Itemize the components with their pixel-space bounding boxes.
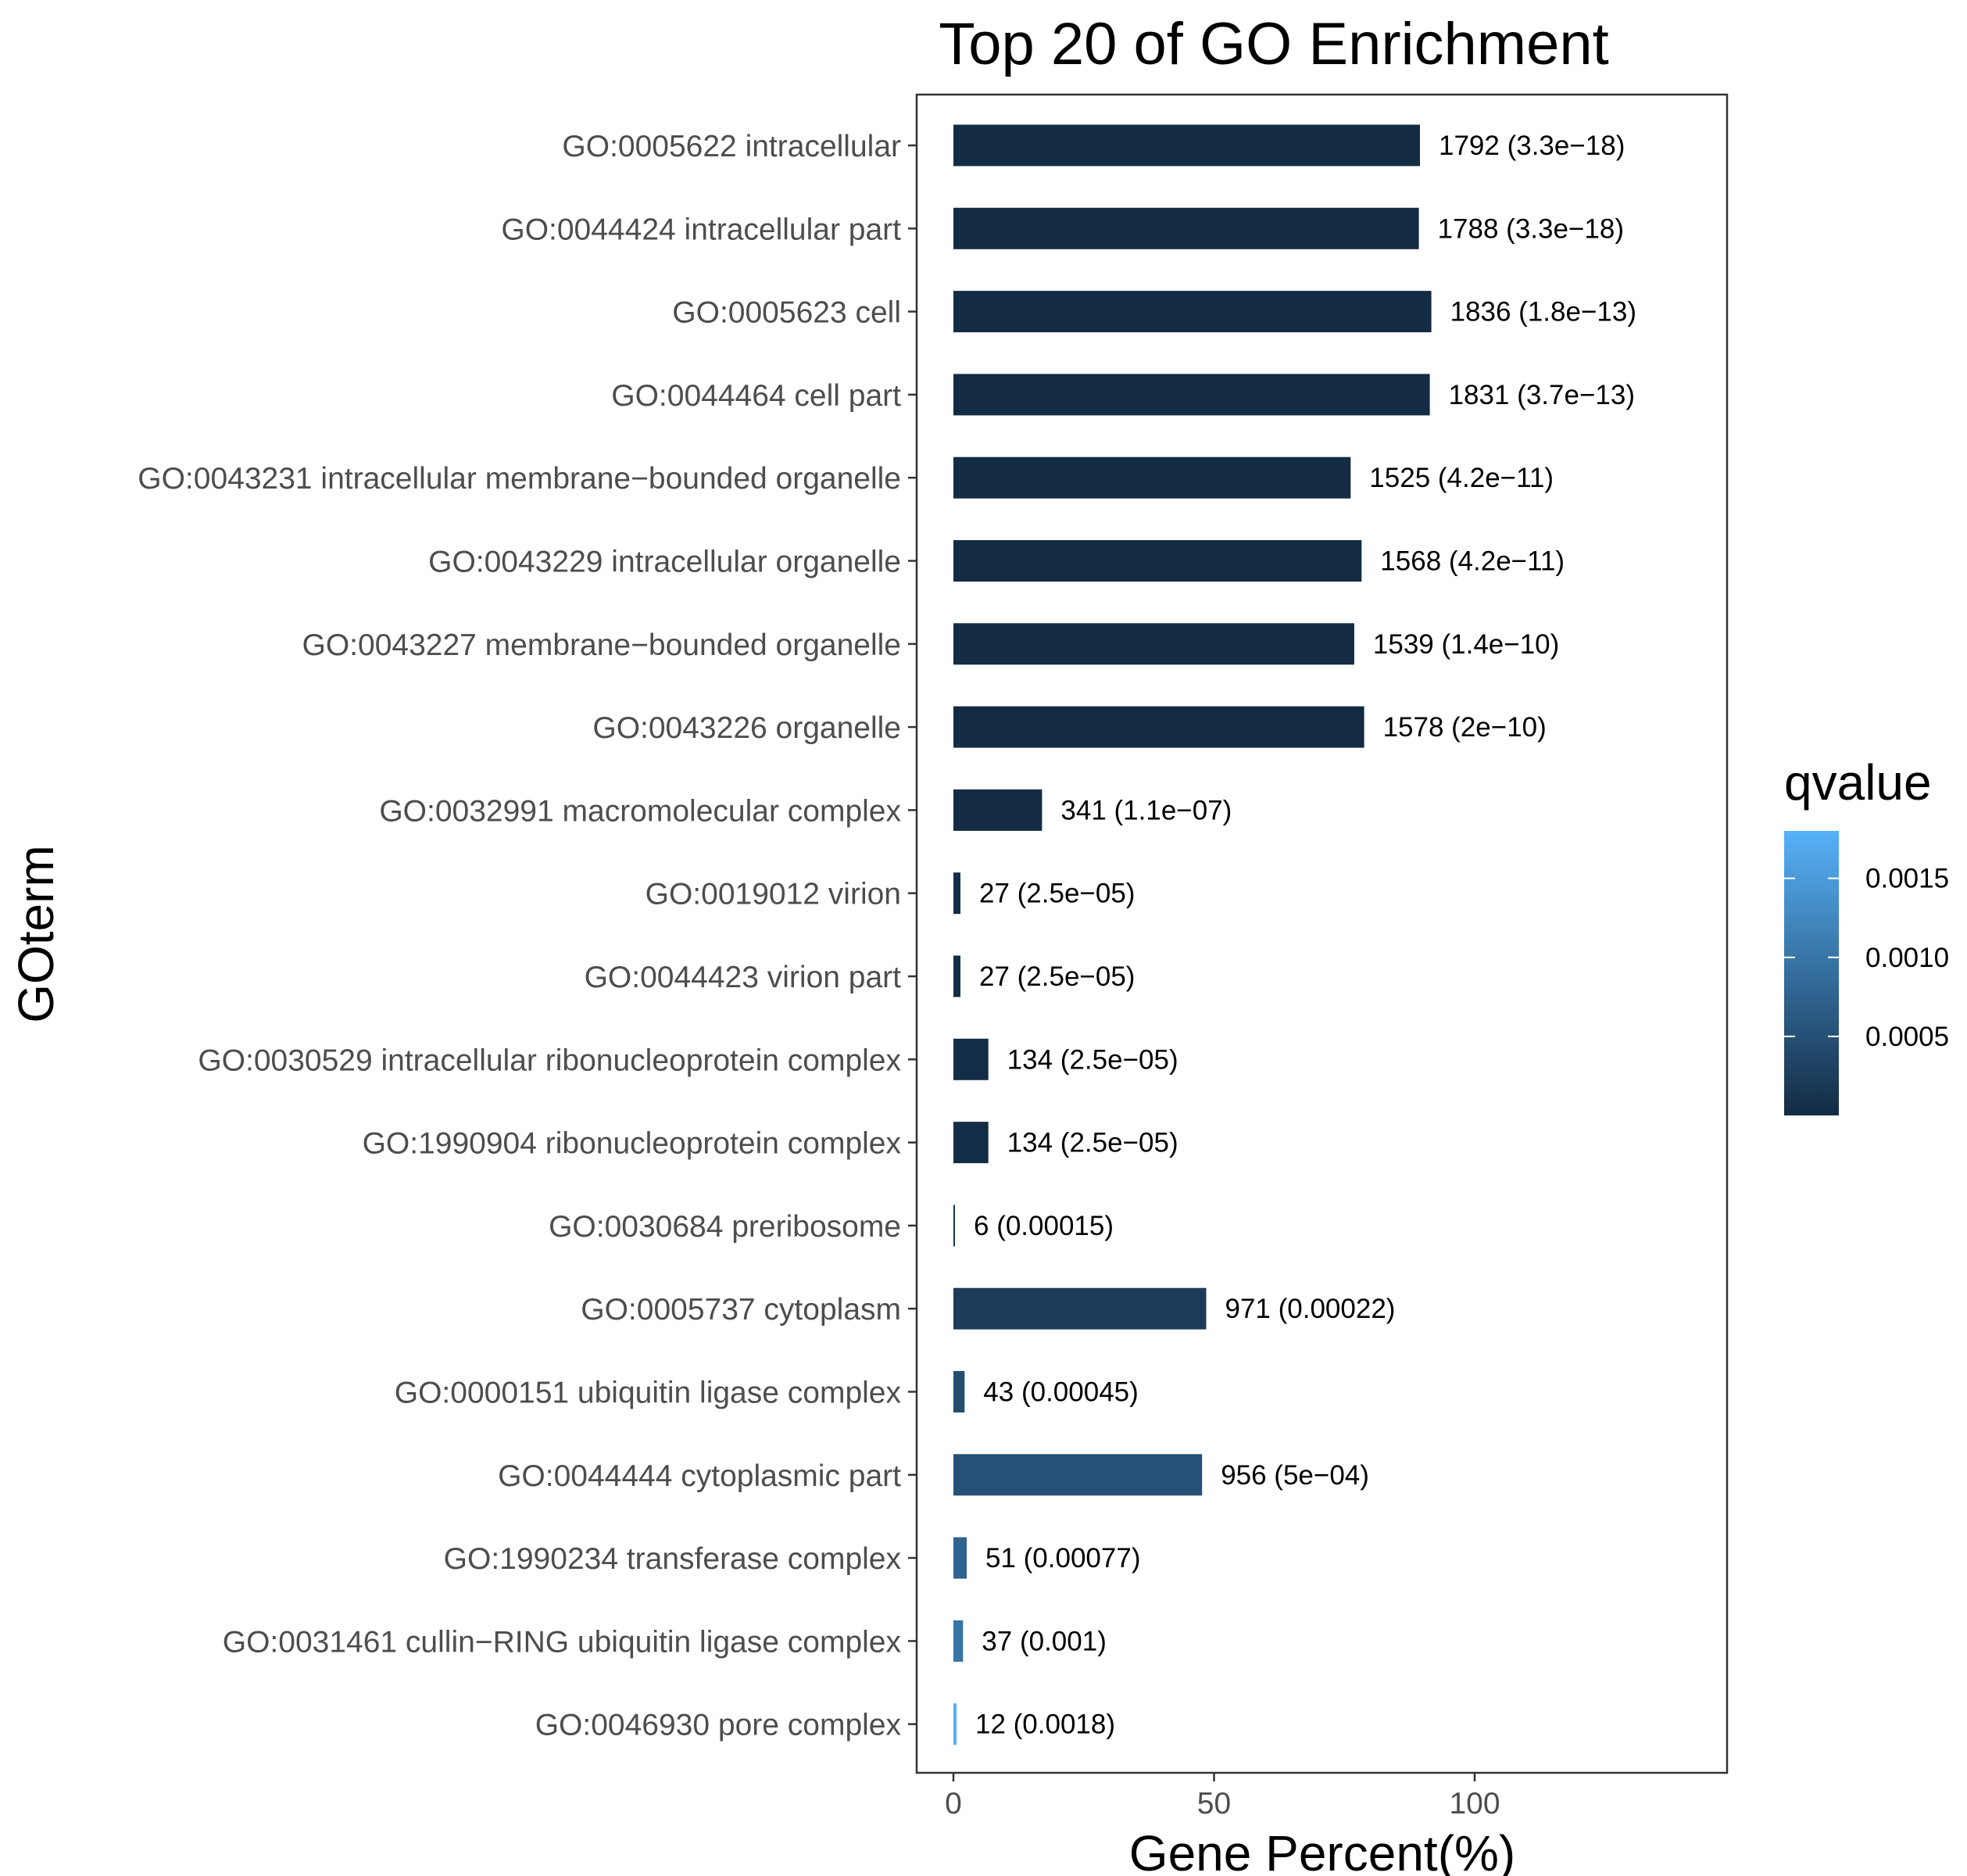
bar (953, 955, 960, 997)
bar-data-label: 27 (2.5e−05) (979, 879, 1135, 909)
y-tick-label: GO:0005622 intracellular (562, 130, 901, 163)
bar (953, 374, 1430, 416)
bar (953, 789, 1043, 831)
bar-data-label: 27 (2.5e−05) (979, 961, 1135, 992)
legend-tick-label: 0.0005 (1865, 1022, 1949, 1052)
bar (953, 124, 1420, 166)
y-tick-label: GO:0043226 organelle (592, 711, 901, 745)
bar-data-label: 971 (0.00022) (1225, 1294, 1396, 1324)
legend: qvalue 0.0005 0.0010 0.0015 (1784, 754, 1949, 1115)
legend-title: qvalue (1784, 754, 1932, 811)
bar (953, 872, 960, 915)
y-tick-label: GO:1990234 transferase complex (444, 1542, 902, 1576)
plot-panel (915, 93, 1729, 1774)
bar-data-label: 1539 (1.4e−10) (1373, 629, 1559, 660)
y-tick-label: GO:0043231 intracellular membrane−bounde… (138, 462, 901, 496)
y-tick-label: GO:0030529 intracellular ribonucleoprote… (198, 1044, 901, 1077)
bar-data-label: 134 (2.5e−05) (1007, 1044, 1178, 1075)
y-tick-label: GO:0043227 membrane−bounded organelle (302, 628, 901, 662)
y-axis-title: GOterm (8, 845, 64, 1023)
bar-data-label: 1525 (4.2e−11) (1369, 463, 1554, 493)
bar (953, 623, 1354, 665)
x-tick-label: 0 (945, 1787, 962, 1821)
legend-colorbar (1784, 831, 1839, 1115)
y-tick-label: GO:0019012 virion (646, 878, 901, 911)
x-tick-label: 50 (1197, 1787, 1231, 1821)
bar-data-label: 12 (0.0018) (975, 1710, 1115, 1740)
bar (953, 1205, 955, 1247)
x-axis-title: Gene Percent(%) (1129, 1825, 1515, 1876)
bar (953, 1703, 957, 1745)
bar-data-label: 341 (1.1e−07) (1060, 795, 1232, 825)
y-tick-label: GO:0044444 cytoplasmic part (498, 1459, 901, 1493)
bar-data-label: 51 (0.00077) (985, 1543, 1140, 1573)
legend-tick-label: 0.0010 (1865, 943, 1949, 973)
y-tick-label: GO:0044464 cell part (611, 379, 901, 413)
chart-title: Top 20 of GO Enrichment (939, 11, 1609, 77)
y-tick-label: GO:0000151 ubiquitin ligase complex (395, 1377, 902, 1410)
bar-data-label: 1578 (2e−10) (1383, 712, 1547, 743)
y-axis-tick-labels: GO:0005622 intracellular GO:0044424 intra… (138, 130, 917, 1742)
bar (953, 291, 1432, 333)
bar-data-label: 134 (2.5e−05) (1007, 1128, 1178, 1158)
bar (953, 1454, 1203, 1496)
bar-data-label: 43 (0.00045) (983, 1377, 1138, 1408)
bar-data-label: 1831 (3.7e−13) (1449, 380, 1635, 410)
bar (953, 207, 1419, 249)
y-tick-label: GO:0032991 macromolecular complex (379, 794, 901, 828)
bar-data-label: 1788 (3.3e−18) (1438, 213, 1624, 244)
bar (953, 456, 1351, 499)
bar-data-label: 956 (5e−04) (1221, 1460, 1369, 1491)
bar (953, 1537, 967, 1579)
y-tick-label: GO:0030684 preribosome (549, 1210, 901, 1244)
y-tick-label: GO:0005623 cell (672, 296, 901, 330)
bar-data-label: 6 (0.00015) (974, 1211, 1114, 1241)
bar (953, 1620, 964, 1662)
y-tick-label: GO:0043229 intracellular organelle (428, 546, 901, 579)
bar (953, 1371, 965, 1412)
x-axis: 0 50 100 (945, 1773, 1500, 1821)
y-tick-label: GO:0031461 cullin−RING ubiquitin ligase … (223, 1625, 902, 1659)
bar (953, 706, 1364, 748)
bar (953, 1038, 989, 1080)
bar-data-label: 1568 (4.2e−11) (1380, 546, 1565, 577)
bar-data-label: 1792 (3.3e−18) (1439, 131, 1625, 161)
bars-layer: 1792 (3.3e−18) 1788 (3.3e−18) 1836 (1.8e−1… (953, 124, 1636, 1745)
bar (953, 540, 1362, 582)
x-tick-label: 100 (1449, 1787, 1500, 1821)
y-tick-label: GO:0046930 pore complex (535, 1709, 902, 1742)
bar-data-label: 1836 (1.8e−13) (1450, 297, 1636, 328)
y-tick-label: GO:1990904 ribonucleoprotein complex (363, 1127, 902, 1161)
bar (953, 1122, 989, 1164)
y-tick-label: GO:0044424 intracellular part (501, 213, 901, 246)
y-tick-label: GO:0044423 virion part (585, 961, 902, 994)
legend-tick-label: 0.0015 (1865, 864, 1949, 894)
y-tick-label: GO:0005737 cytoplasm (581, 1293, 901, 1326)
bar (953, 1287, 1207, 1330)
bar-data-label: 37 (0.001) (982, 1626, 1107, 1656)
